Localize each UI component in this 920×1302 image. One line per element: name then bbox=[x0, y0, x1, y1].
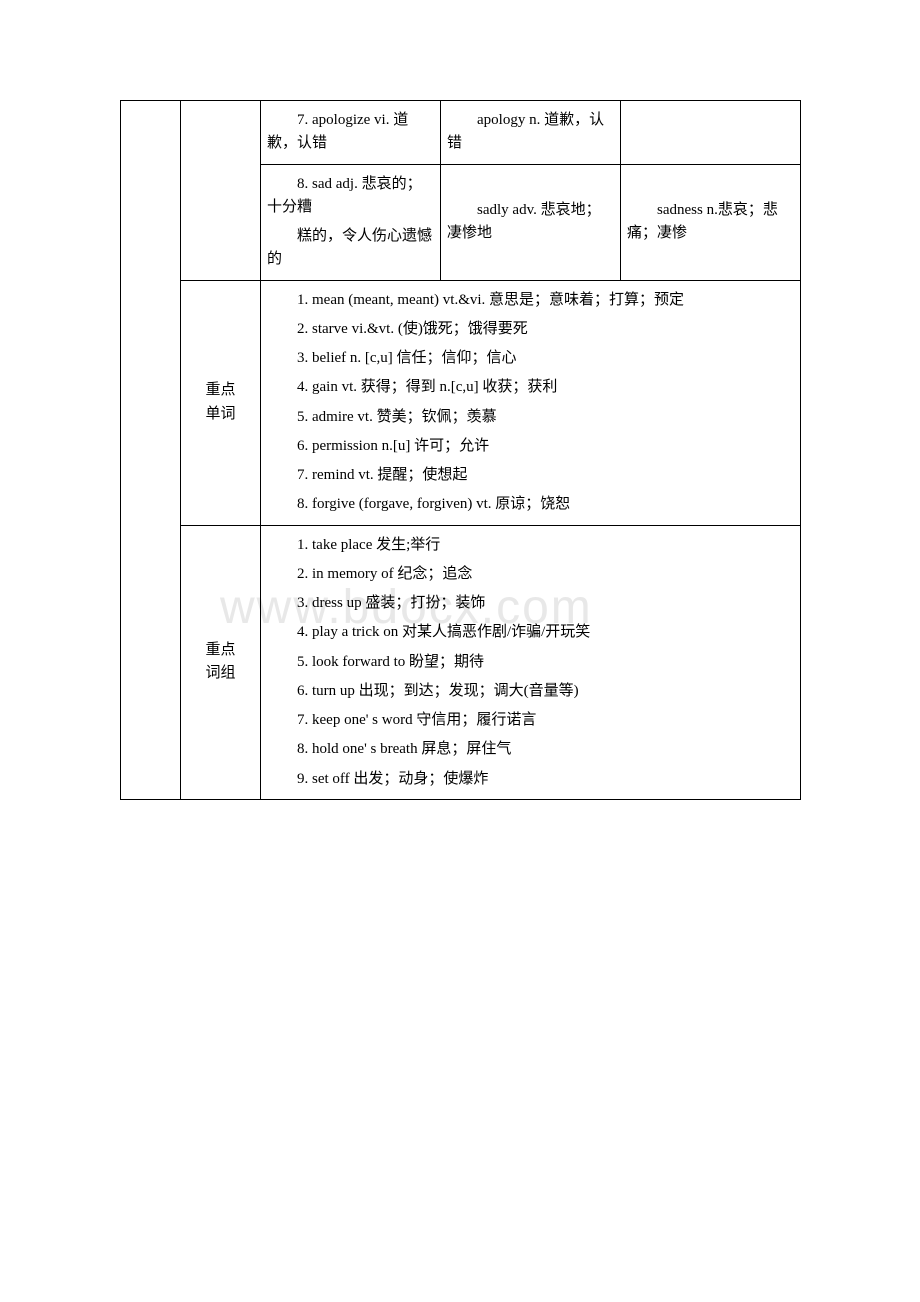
table-row: 重点 词组 1. take place 发生;举行 2. in memory o… bbox=[121, 525, 801, 799]
phrase-item: 8. hold one' s breath 屏息；屏住气 bbox=[267, 738, 794, 761]
words-label-cell: 重点 单词 bbox=[181, 280, 261, 525]
cell-text: sadly adv. 悲哀地；凄惨地 bbox=[447, 199, 614, 246]
cell-8b: sadly adv. 悲哀地；凄惨地 bbox=[441, 164, 621, 280]
phrase-item: 9. set off 出发；动身；使爆炸 bbox=[267, 768, 794, 791]
cell-text: 糕的，令人伤心遗憾的 bbox=[267, 225, 434, 272]
phrase-item: 6. turn up 出现；到达；发现；调大(音量等) bbox=[267, 680, 794, 703]
words-content-cell: 1. mean (meant, meant) vt.&vi. 意思是；意味着；打… bbox=[261, 280, 801, 525]
word-item: 5. admire vt. 赞美；钦佩；羡慕 bbox=[267, 406, 794, 429]
word-item: 7. remind vt. 提醒；使想起 bbox=[267, 464, 794, 487]
phrase-item: 4. play a trick on 对某人搞恶作剧/诈骗/开玩笑 bbox=[267, 621, 794, 644]
table-row: 重点 单词 1. mean (meant, meant) vt.&vi. 意思是… bbox=[121, 280, 801, 525]
derivation-label-cell bbox=[181, 101, 261, 281]
main-table: 7. apologize vi. 道歉，认错 apology n. 道歉，认错 … bbox=[120, 100, 801, 800]
cell-7a: 7. apologize vi. 道歉，认错 bbox=[261, 101, 441, 165]
cell-7c bbox=[621, 101, 801, 165]
page: www.bdocx.com 7. apologize vi. 道歉，认错 apo… bbox=[0, 0, 920, 1302]
cell-text: 7. apologize vi. 道歉，认错 bbox=[267, 109, 434, 156]
left-spine-cell bbox=[121, 101, 181, 800]
word-item: 3. belief n. [c,u] 信任；信仰；信心 bbox=[267, 347, 794, 370]
phrase-item: 3. dress up 盛装；打扮；装饰 bbox=[267, 592, 794, 615]
cell-text: 8. sad adj. 悲哀的；十分糟 bbox=[267, 173, 434, 220]
label-line: 重点 bbox=[187, 379, 254, 402]
word-item: 4. gain vt. 获得；得到 n.[c,u] 收获；获利 bbox=[267, 376, 794, 399]
label-line: 单词 bbox=[187, 403, 254, 426]
content-wrap: 7. apologize vi. 道歉，认错 apology n. 道歉，认错 … bbox=[120, 100, 800, 800]
word-item: 1. mean (meant, meant) vt.&vi. 意思是；意味着；打… bbox=[267, 289, 794, 312]
cell-8a: 8. sad adj. 悲哀的；十分糟 糕的，令人伤心遗憾的 bbox=[261, 164, 441, 280]
phrases-label-cell: 重点 词组 bbox=[181, 525, 261, 799]
cell-7b: apology n. 道歉，认错 bbox=[441, 101, 621, 165]
cell-text: sadness n.悲哀；悲痛；凄惨 bbox=[627, 199, 794, 246]
cell-text: apology n. 道歉，认错 bbox=[447, 109, 614, 156]
phrase-item: 5. look forward to 盼望；期待 bbox=[267, 651, 794, 674]
label-line: 词组 bbox=[187, 662, 254, 685]
phrase-item: 1. take place 发生;举行 bbox=[267, 534, 794, 557]
word-item: 8. forgive (forgave, forgiven) vt. 原谅；饶恕 bbox=[267, 493, 794, 516]
phrase-item: 7. keep one' s word 守信用；履行诺言 bbox=[267, 709, 794, 732]
phrase-item: 2. in memory of 纪念；追念 bbox=[267, 563, 794, 586]
table-row: 7. apologize vi. 道歉，认错 apology n. 道歉，认错 bbox=[121, 101, 801, 165]
word-item: 6. permission n.[u] 许可；允许 bbox=[267, 435, 794, 458]
cell-8c: sadness n.悲哀；悲痛；凄惨 bbox=[621, 164, 801, 280]
phrases-content-cell: 1. take place 发生;举行 2. in memory of 纪念；追… bbox=[261, 525, 801, 799]
label-line: 重点 bbox=[187, 639, 254, 662]
word-item: 2. starve vi.&vt. (使)饿死；饿得要死 bbox=[267, 318, 794, 341]
